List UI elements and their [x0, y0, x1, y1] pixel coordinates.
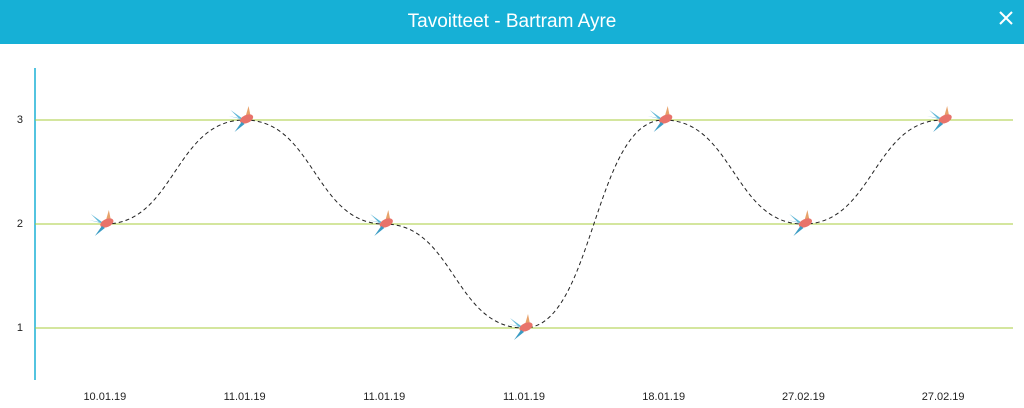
bird-wing [88, 214, 105, 224]
bird-marker [647, 106, 673, 132]
bird-wing [787, 214, 804, 224]
bird-body [798, 218, 812, 228]
x-tick-label: 11.01.19 [224, 391, 266, 403]
x-tick-label: 11.01.19 [363, 391, 405, 403]
y-tick-label: 1 [17, 322, 23, 334]
bird-tail [374, 226, 385, 236]
bird-wing [508, 318, 524, 328]
y-tick-label: 3 [17, 114, 23, 126]
bird-tail [514, 330, 524, 340]
close-button[interactable] [999, 11, 1013, 25]
bird-wing [647, 110, 664, 120]
y-tick-label: 2 [17, 218, 23, 230]
bird-body [100, 218, 114, 228]
x-tick-label: 27.02.19 [782, 391, 825, 403]
modal-header: Tavoitteet - Bartram Ayre [0, 0, 1024, 44]
x-tick-label: 10.01.19 [83, 391, 126, 403]
bird-body [659, 114, 673, 124]
bird-body [379, 218, 393, 228]
bird-marker [368, 210, 393, 236]
chart: 1 2 3 10.01.19 11.01.19 11.01.19 11.01.19 18.01… [17, 68, 1013, 403]
modal-title: Tavoitteet - Bartram Ayre [407, 11, 617, 32]
bird-marker [508, 314, 533, 340]
bird-tail [94, 226, 105, 236]
bird-tail [653, 122, 664, 132]
x-tick-label: 18.01.19 [642, 391, 685, 403]
bird-tail [234, 122, 245, 132]
x-tick-label: 11.01.19 [503, 391, 545, 403]
bird-body [519, 322, 533, 332]
bird-wing [927, 110, 944, 120]
bird-wing [228, 110, 245, 120]
bird-wing [368, 214, 385, 224]
bird-tail [933, 122, 944, 132]
bird-marker [228, 106, 254, 132]
bird-marker [927, 106, 952, 132]
bird-tail [793, 226, 804, 236]
bird-body [938, 114, 952, 124]
bird-marker [787, 210, 812, 236]
bird-body [240, 114, 254, 124]
bird-marker [88, 210, 114, 236]
x-tick-label: 27.02.19 [922, 391, 965, 403]
